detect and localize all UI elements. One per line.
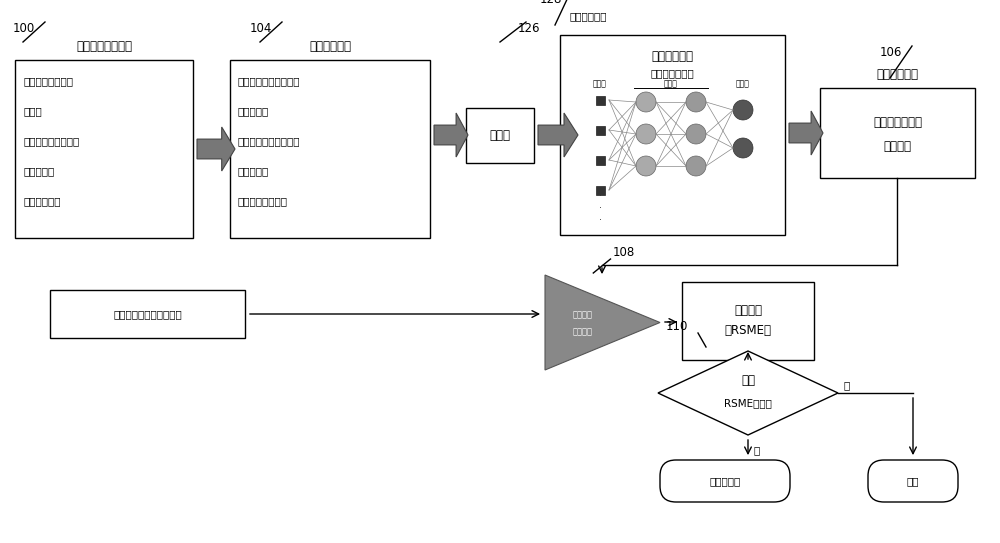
Circle shape <box>686 124 706 144</box>
Polygon shape <box>538 113 578 157</box>
Text: 环境空气温度: 环境空气温度 <box>23 196 60 206</box>
Circle shape <box>733 138 753 158</box>
Text: 燃料率: 燃料率 <box>23 106 42 116</box>
Text: 126: 126 <box>518 22 540 35</box>
Text: 104: 104 <box>250 22 272 35</box>
Text: 检测到异常: 检测到异常 <box>709 476 741 486</box>
Polygon shape <box>658 351 838 435</box>
Text: 发动机冷却风扇速度: 发动机冷却风扇速度 <box>23 136 79 146</box>
Text: 发动机冷却风扇使用量: 发动机冷却风扇使用量 <box>238 136 300 146</box>
Text: 计算预测: 计算预测 <box>573 310 593 319</box>
Text: 106: 106 <box>880 46 902 59</box>
Text: 是: 是 <box>754 445 760 455</box>
Text: 误差数据: 误差数据 <box>573 327 593 336</box>
Text: 利用神经网络: 利用神经网络 <box>570 11 608 21</box>
Bar <box>466 108 534 163</box>
Text: 最终冷却剂温度: 最终冷却剂温度 <box>873 117 922 129</box>
Text: 108: 108 <box>612 246 635 259</box>
Text: 128: 128 <box>540 0 562 6</box>
Text: 水泵使用量: 水泵使用量 <box>238 166 269 176</box>
Bar <box>50 290 245 338</box>
Text: 隐藏层: 隐藏层 <box>664 79 678 88</box>
Text: 发动机转速: 发动机转速 <box>23 166 54 176</box>
Bar <box>15 60 193 238</box>
Text: 归一化: 归一化 <box>490 129 511 142</box>
Text: 预测输出参数: 预测输出参数 <box>876 67 918 80</box>
Text: 最终冷却剂温度（实际）: 最终冷却剂温度（实际） <box>113 309 182 319</box>
Circle shape <box>686 92 706 112</box>
Bar <box>596 96 604 104</box>
FancyBboxPatch shape <box>868 460 958 502</box>
Circle shape <box>636 124 656 144</box>
Circle shape <box>686 156 706 176</box>
Text: 110: 110 <box>666 320 688 333</box>
Text: 生成次估计器: 生成次估计器 <box>309 40 351 53</box>
Text: 初始发动机冷却剂温度: 初始发动机冷却剂温度 <box>238 76 300 86</box>
Text: 发动机冷却剂温度: 发动机冷却剂温度 <box>23 76 73 86</box>
Text: （RSME）: （RSME） <box>724 325 772 338</box>
Text: RSME＞阈值: RSME＞阈值 <box>724 398 772 408</box>
FancyBboxPatch shape <box>660 460 790 502</box>
Polygon shape <box>545 275 660 370</box>
Bar <box>820 88 975 178</box>
Circle shape <box>636 156 656 176</box>
Bar <box>596 186 604 194</box>
Polygon shape <box>197 127 235 171</box>
Bar <box>596 155 604 165</box>
Text: 输入层: 输入层 <box>593 79 607 88</box>
Bar <box>230 60 430 238</box>
Bar <box>682 282 814 360</box>
Circle shape <box>733 100 753 120</box>
Text: ·
·
·: · · · <box>598 191 602 225</box>
Text: 否: 否 <box>844 380 850 390</box>
Text: 输出层: 输出层 <box>736 79 750 88</box>
Text: 燃料消耗量: 燃料消耗量 <box>238 106 269 116</box>
Text: 深度学习模型: 深度学习模型 <box>652 50 694 64</box>
Text: （预测）: （预测） <box>884 141 912 154</box>
Polygon shape <box>789 111 823 155</box>
Text: 平均环境空气温度: 平均环境空气温度 <box>238 196 288 206</box>
Bar <box>596 125 604 135</box>
Text: 收集原始输入参数: 收集原始输入参数 <box>76 40 132 53</box>
Polygon shape <box>434 113 468 157</box>
Text: 100: 100 <box>13 22 35 35</box>
Text: （多层感知器）: （多层感知器） <box>651 68 694 78</box>
Text: 预测误差: 预测误差 <box>734 305 762 318</box>
Bar <box>560 35 785 235</box>
Text: 比较: 比较 <box>741 375 755 388</box>
Circle shape <box>636 92 656 112</box>
Text: 正常: 正常 <box>907 476 919 486</box>
